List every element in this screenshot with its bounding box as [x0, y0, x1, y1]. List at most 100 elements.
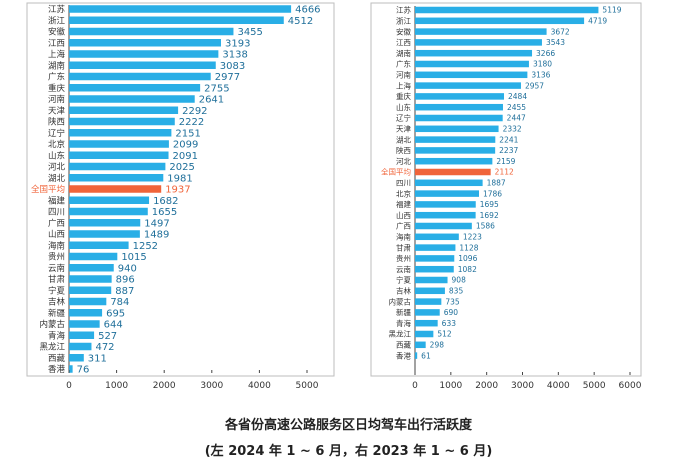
value-label: 2484 [508, 92, 527, 101]
category-label: 重庆 [396, 91, 411, 101]
bar-河北 [415, 157, 493, 165]
bar-海南 [415, 233, 459, 241]
chart-2024: 江苏 4666 浙江 4512 安徽 3455 江西 3193 上海 3138 湖南 3083 广东 29… [26, 2, 335, 391]
bar-云南 [415, 265, 454, 273]
bar-天津 [69, 106, 179, 114]
value-label: 1489 [144, 230, 169, 241]
bar-重庆 [415, 93, 505, 100]
category-label: 海南 [396, 232, 411, 242]
category-label: 湖南 [48, 60, 65, 71]
x-tick-label: 0 [412, 381, 418, 391]
value-label: 2159 [496, 157, 515, 166]
category-label: 甘肃 [48, 274, 66, 285]
value-label: 3543 [546, 38, 565, 47]
value-label: 2641 [199, 95, 224, 106]
value-label: 298 [430, 341, 445, 350]
value-label: 1786 [483, 189, 502, 198]
category-label: 香港 [396, 350, 411, 360]
category-label: 北京 [48, 139, 65, 150]
bar-四川 [415, 179, 483, 187]
value-label: 940 [118, 263, 137, 274]
category-label: 安徽 [396, 26, 411, 36]
bar-江西 [415, 39, 542, 46]
category-label: 云南 [396, 264, 411, 274]
category-label: 黑龙江 [389, 329, 412, 339]
bar-黑龙江 [69, 342, 92, 351]
value-label: 735 [445, 297, 460, 306]
bar-吉林 [415, 287, 445, 295]
value-label: 835 [449, 287, 464, 296]
category-label: 吉林 [48, 297, 66, 308]
value-label: 1981 [167, 173, 192, 184]
category-label: 西藏 [48, 353, 66, 364]
x-tick-label: 4000 [248, 381, 271, 391]
bar-天津 [415, 125, 499, 133]
category-label: 四川 [48, 208, 65, 218]
category-label: 浙江 [396, 16, 411, 26]
bar-浙江 [69, 16, 284, 24]
category-label: 四川 [396, 179, 411, 188]
value-label: 1692 [480, 211, 499, 220]
category-label: 河南 [48, 94, 65, 105]
x-tick-label: 5000 [583, 381, 606, 391]
value-label: 1695 [480, 200, 499, 209]
value-label: 896 [116, 275, 135, 286]
category-label: 全国平均 [31, 184, 65, 195]
value-label: 887 [115, 286, 134, 297]
category-label: 青海 [48, 330, 66, 341]
value-label: 4719 [588, 17, 607, 26]
value-label: 1655 [152, 207, 177, 218]
bar-江西 [69, 39, 221, 47]
category-label: 福建 [48, 195, 66, 206]
category-label: 全国平均 [381, 167, 411, 177]
category-label: 江苏 [48, 4, 66, 15]
value-label: 3083 [220, 61, 245, 72]
value-label: 633 [442, 319, 457, 328]
value-label: 311 [88, 353, 107, 364]
x-tick-label: 1000 [439, 381, 462, 391]
category-label: 河南 [396, 70, 411, 80]
figure-subtitle: (左 2024 年 1 ~ 6 月，右 2023 年 1 ~ 6 月) [204, 444, 493, 459]
value-label: 2237 [499, 146, 518, 155]
value-label: 2977 [215, 72, 240, 83]
bar-甘肃 [69, 275, 112, 283]
bar-辽宁 [415, 114, 503, 122]
bar-香港 [69, 365, 73, 373]
value-label: 1682 [153, 196, 178, 207]
category-label: 江西 [396, 38, 411, 47]
bar-海南 [69, 241, 129, 249]
category-label: 陕西 [396, 145, 411, 155]
bar-北京 [415, 190, 479, 197]
bar-安徽 [69, 27, 234, 36]
bar-青海 [415, 319, 438, 327]
value-label: 1223 [463, 233, 482, 242]
category-label: 内蒙古 [389, 296, 412, 306]
bar-江苏 [415, 6, 599, 14]
value-label: 644 [104, 320, 123, 331]
bar-西藏 [69, 354, 84, 362]
plot-frame [26, 2, 335, 377]
category-label: 江西 [48, 39, 65, 49]
value-label: 2447 [507, 114, 526, 123]
category-label: 重庆 [48, 83, 66, 94]
bar-湖北 [415, 136, 496, 143]
figure-title: 各省份高速公路服务区日均驾车出行活跃度 [224, 418, 472, 433]
category-label: 山东 [396, 102, 411, 112]
category-label: 西藏 [396, 340, 411, 350]
category-label: 新疆 [396, 307, 411, 317]
value-label: 2755 [204, 83, 229, 94]
value-label: 76 [77, 365, 90, 376]
bar-上海 [415, 82, 521, 89]
category-label: 上海 [48, 49, 66, 60]
category-label: 北京 [396, 188, 411, 198]
value-label: 2091 [173, 151, 198, 162]
category-label: 广东 [48, 72, 65, 83]
category-label: 香港 [48, 364, 66, 375]
value-label: 1937 [165, 185, 190, 196]
bar-内蒙古 [69, 320, 100, 328]
bar-云南 [69, 264, 114, 272]
value-label: 1887 [487, 179, 506, 188]
category-label: 浙江 [48, 15, 66, 26]
bar-新疆 [415, 309, 440, 316]
bar-内蒙古 [415, 298, 442, 305]
